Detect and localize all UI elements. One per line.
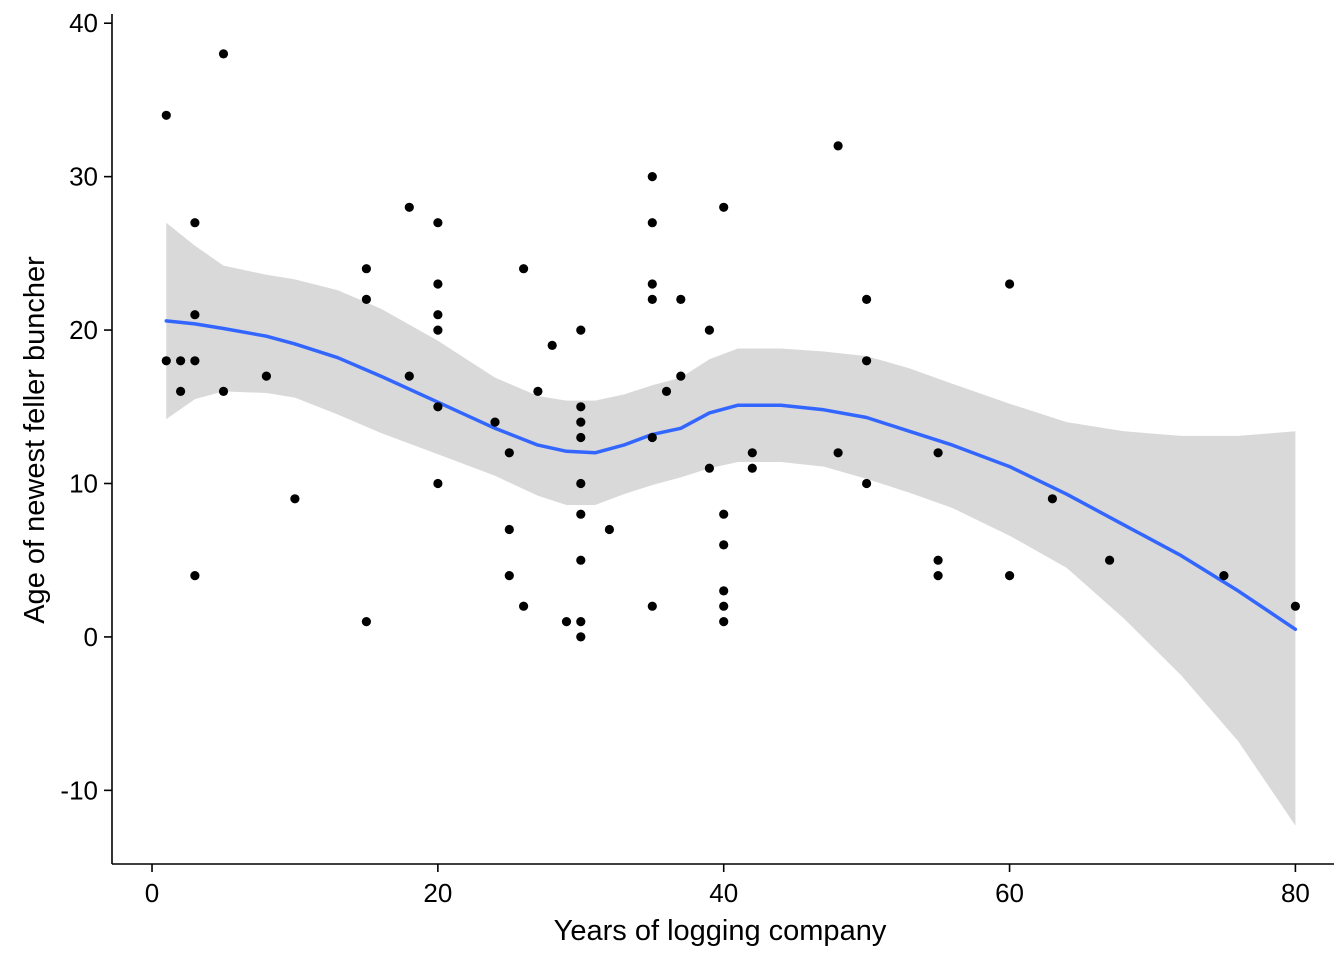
data-point <box>1105 555 1115 565</box>
data-point <box>190 571 200 581</box>
x-tick-label: 20 <box>423 878 452 908</box>
data-point <box>176 386 186 396</box>
data-point <box>533 386 543 396</box>
data-points-layer <box>161 49 1300 642</box>
data-point <box>1005 279 1015 289</box>
data-point <box>190 218 200 228</box>
data-point <box>576 555 586 565</box>
x-axis-ticks: 0 20 40 60 80 <box>145 864 1310 908</box>
data-point <box>676 294 686 304</box>
x-tick-label: 60 <box>995 878 1024 908</box>
data-point <box>519 264 529 274</box>
data-point <box>504 448 514 458</box>
data-point <box>833 448 843 458</box>
smooth-trend-line <box>164 319 1298 632</box>
data-point <box>933 448 943 458</box>
data-point <box>647 294 657 304</box>
data-point <box>647 218 657 228</box>
data-point <box>218 386 229 396</box>
data-point <box>833 141 843 151</box>
data-point <box>719 509 729 519</box>
data-point <box>433 325 443 335</box>
data-point <box>176 356 186 366</box>
data-point <box>604 524 615 535</box>
data-point <box>361 294 371 304</box>
data-point <box>747 448 757 458</box>
data-point <box>862 356 872 366</box>
data-point <box>261 371 271 381</box>
x-tick-label: 80 <box>1281 878 1310 908</box>
data-point <box>576 617 586 627</box>
data-point <box>719 601 729 611</box>
data-point <box>161 356 171 366</box>
y-tick-label: 20 <box>69 315 98 345</box>
data-point <box>433 218 443 228</box>
x-tick-label: 40 <box>709 878 738 908</box>
x-axis-title: Years of logging company <box>554 915 887 947</box>
data-point <box>290 494 300 504</box>
data-point <box>862 478 872 489</box>
data-point <box>576 325 586 335</box>
data-point <box>561 617 572 627</box>
y-tick-label: -10 <box>60 775 98 805</box>
smooth-line-layer <box>164 319 1298 632</box>
data-point <box>433 310 443 320</box>
data-point <box>933 555 943 565</box>
data-point <box>719 540 729 550</box>
data-point <box>647 432 657 443</box>
data-point <box>676 371 686 381</box>
data-point <box>190 310 200 320</box>
data-point <box>576 402 586 412</box>
data-point <box>218 49 229 59</box>
data-point <box>1005 571 1015 581</box>
data-point <box>1290 601 1300 611</box>
y-tick-label: 0 <box>84 622 98 652</box>
data-point <box>490 417 500 427</box>
data-point <box>361 617 371 627</box>
data-point <box>647 601 657 611</box>
y-tick-label: 30 <box>69 162 98 192</box>
data-point <box>747 463 757 473</box>
data-point <box>519 601 529 611</box>
y-axis-ticks: -10 0 10 20 30 40 <box>60 8 112 805</box>
data-point <box>576 478 586 489</box>
data-point <box>547 340 557 350</box>
data-point <box>661 386 672 396</box>
data-point <box>576 509 586 519</box>
data-point <box>190 356 200 366</box>
data-point <box>161 110 171 120</box>
data-point <box>1047 494 1057 504</box>
x-tick-label: 0 <box>145 878 159 908</box>
data-point <box>647 172 657 182</box>
data-point <box>504 571 514 581</box>
data-point <box>576 632 586 642</box>
data-point <box>719 617 729 627</box>
y-tick-label: 10 <box>69 468 98 498</box>
data-point <box>1219 571 1229 581</box>
data-point <box>576 432 586 443</box>
y-tick-label: 40 <box>69 8 98 38</box>
data-point <box>404 371 414 381</box>
data-point <box>404 202 414 212</box>
data-point <box>647 279 657 289</box>
data-point <box>704 325 715 335</box>
data-point <box>933 571 943 581</box>
data-point <box>433 402 443 412</box>
data-point <box>719 202 729 212</box>
confidence-ribbon-layer <box>166 222 1296 826</box>
y-axis-title: Age of newest feller buncher <box>19 256 51 624</box>
data-point <box>862 294 872 304</box>
confidence-band <box>166 222 1296 826</box>
data-point <box>433 279 443 289</box>
data-point <box>719 586 729 596</box>
data-point <box>433 478 443 489</box>
data-point <box>504 524 514 535</box>
data-point <box>576 417 586 427</box>
data-point <box>361 264 371 274</box>
data-point <box>704 463 715 473</box>
